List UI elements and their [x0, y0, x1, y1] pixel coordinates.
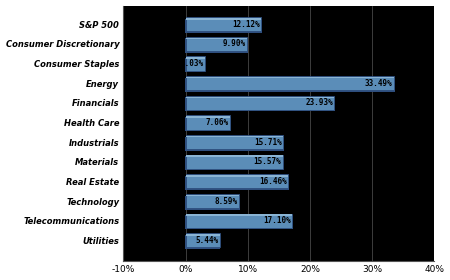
Text: 17.10%: 17.10%	[263, 216, 291, 225]
Text: 3.03%: 3.03%	[180, 59, 203, 68]
Bar	[185, 58, 206, 72]
Bar	[185, 137, 284, 151]
Bar	[186, 155, 283, 169]
Bar	[186, 136, 284, 137]
Bar	[186, 115, 230, 130]
Bar	[186, 135, 284, 149]
Text: 15.71%: 15.71%	[254, 137, 282, 147]
Bar	[186, 116, 230, 118]
Bar	[185, 235, 220, 249]
Bar	[186, 233, 220, 248]
Bar	[186, 214, 292, 228]
Text: 9.90%: 9.90%	[223, 39, 246, 48]
Bar	[186, 195, 239, 196]
Bar	[186, 38, 247, 39]
Bar	[185, 19, 262, 33]
Bar	[185, 215, 293, 229]
Bar	[186, 174, 288, 188]
Bar	[186, 175, 288, 177]
Bar	[186, 96, 334, 110]
Bar	[186, 194, 239, 208]
Bar	[185, 195, 240, 210]
Text: 23.93%: 23.93%	[306, 98, 333, 107]
Bar	[185, 156, 284, 171]
Text: 8.59%: 8.59%	[215, 197, 238, 206]
Bar	[185, 78, 395, 92]
Bar	[186, 214, 292, 216]
Bar	[185, 97, 335, 111]
Bar	[186, 77, 394, 78]
Text: 7.06%: 7.06%	[205, 118, 228, 127]
Bar	[186, 57, 204, 71]
Bar	[186, 234, 220, 236]
Bar	[186, 57, 204, 59]
Bar	[186, 97, 334, 98]
Bar	[186, 155, 283, 157]
Bar	[186, 17, 261, 31]
Bar	[186, 18, 261, 20]
Text: 15.57%: 15.57%	[253, 157, 281, 166]
Bar	[185, 117, 230, 131]
Text: 16.46%: 16.46%	[259, 177, 287, 186]
Bar	[185, 38, 248, 53]
Bar	[185, 176, 289, 190]
Text: 12.12%: 12.12%	[232, 20, 260, 29]
Bar	[186, 76, 394, 90]
Text: 5.44%: 5.44%	[195, 236, 218, 245]
Bar	[186, 37, 247, 51]
Text: 33.49%: 33.49%	[365, 79, 393, 88]
